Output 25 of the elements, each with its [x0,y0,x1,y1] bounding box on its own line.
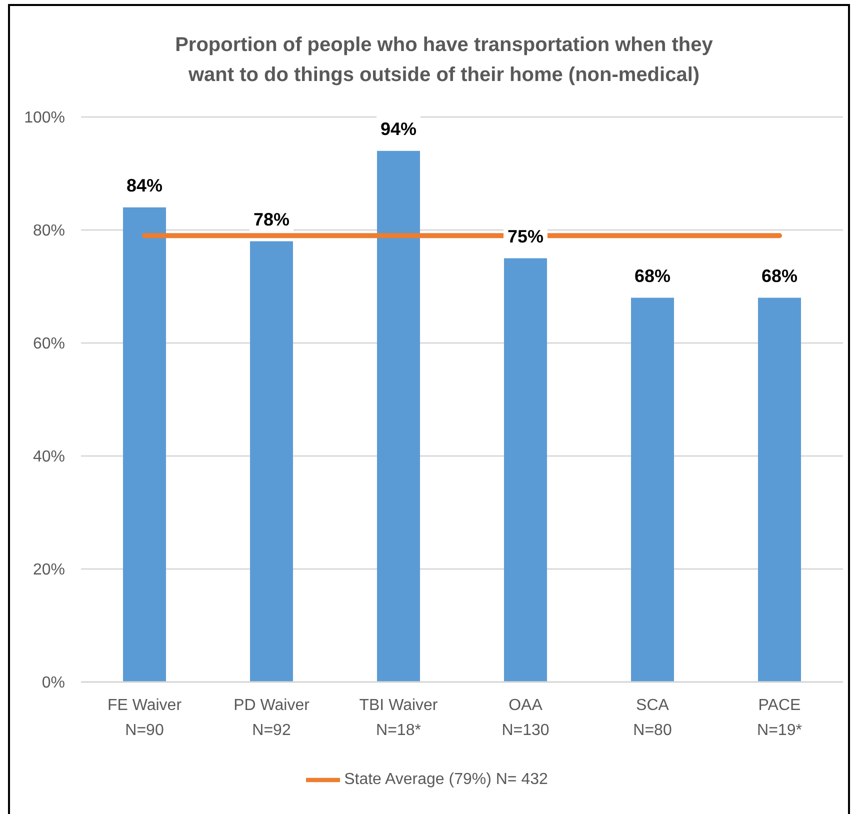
data-label: 68% [761,266,798,286]
bar [504,258,547,682]
data-label: 94% [380,118,417,139]
bar [758,298,801,682]
x-tick-label: SCA N=80 [633,697,672,739]
bar [377,150,420,682]
y-tick-label: 20% [32,562,65,579]
y-tick-label: 80% [32,222,65,240]
bar [250,241,293,682]
y-tick-label: 0% [42,674,65,692]
data-label: 68% [634,266,671,286]
x-tick-label: OAA N=130 [502,697,550,739]
chart-title: Proportion of people who have transportation when they want to do things outside of their home (non-medical) [174,33,714,88]
y-tick-label: 100% [24,110,65,127]
x-tick-label: PD Waiver N=92 [234,697,310,739]
x-tick-label: TBI Waiver N=18* [359,697,438,739]
y-tick-label: 40% [32,448,65,466]
bar [631,298,674,682]
data-label: 84% [126,175,163,196]
x-tick-label: PACE N=19* [757,697,802,739]
legend-label: State Average (79%) N= 432 [344,771,548,788]
y-tick-label: 60% [32,336,65,353]
bar [123,207,166,682]
data-label: 78% [253,209,290,230]
x-tick-label: FE Waiver N=90 [107,697,182,739]
